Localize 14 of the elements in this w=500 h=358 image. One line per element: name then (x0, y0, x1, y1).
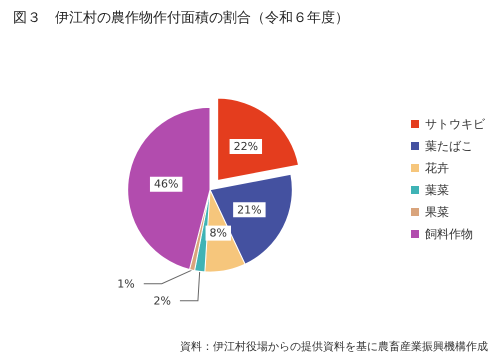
legend-label: サトウキビ (425, 117, 486, 131)
data-label: 8% (210, 226, 228, 240)
legend-label: 葉菜 (425, 183, 449, 197)
data-label: 22% (234, 140, 258, 153)
legend-label: 葉たばこ (425, 139, 473, 153)
legend-label: 花卉 (425, 161, 449, 175)
legend-label: 果菜 (425, 205, 449, 219)
legend-label: 飼料作物 (425, 227, 473, 241)
data-label: 2% (153, 294, 171, 308)
chart-title: 図３ 伊江村の農作物作付面積の割合（令和６年度） (13, 10, 349, 26)
data-label: 21% (237, 203, 262, 216)
text: 資料：伊江村役場からの提供資料を基に農畜産業振興機構作成 (180, 340, 488, 353)
data-label: 46% (154, 178, 178, 191)
data-label: 1% (117, 277, 135, 290)
